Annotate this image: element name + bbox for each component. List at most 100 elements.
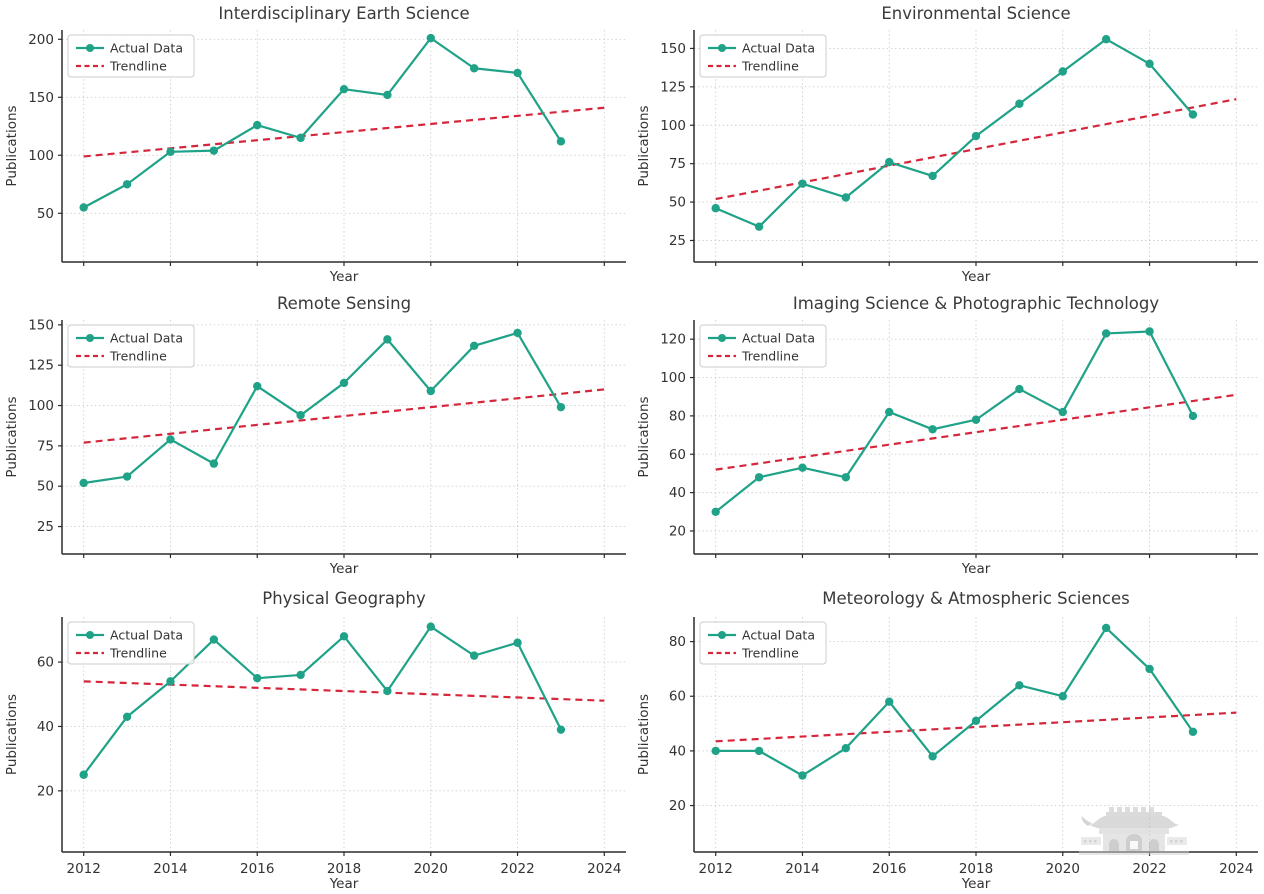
tick-marks <box>58 324 605 558</box>
y-tick-label: 150 <box>28 90 54 106</box>
legend-actual-label: Actual Data <box>110 628 183 643</box>
x-tick-label: 2016 <box>240 861 274 877</box>
legend-box <box>699 34 827 78</box>
data-point-marker <box>1058 692 1067 701</box>
legend-trend-label: Trendline <box>741 59 799 74</box>
data-point-marker <box>971 131 981 141</box>
y-tick-label: 25 <box>37 519 54 535</box>
x-tick-label: 2014 <box>785 861 819 877</box>
x-tick-label: 2022 <box>500 861 534 877</box>
grid <box>62 30 626 262</box>
y-tick-label: 50 <box>669 195 686 211</box>
x-tick-label: 2024 <box>587 861 621 877</box>
data-point-marker <box>383 686 392 696</box>
y-tick-label: 20 <box>669 523 686 539</box>
subplot-physical-geography: 20 40 60 2012 2014 2016 2018 2020 2022 2024 Physic… <box>0 585 632 894</box>
data-point-marker <box>1145 59 1154 69</box>
y-tick-label: 40 <box>669 743 686 759</box>
data-point-marker <box>754 746 764 756</box>
data-point-marker <box>469 341 479 351</box>
data-point-marker <box>122 180 132 189</box>
y-tick-label: 100 <box>660 370 686 386</box>
data-point-marker <box>1188 727 1198 736</box>
legend-actual-label: Actual Data <box>110 41 183 56</box>
y-tick-label: 200 <box>28 32 54 48</box>
legend-actual-marker-icon <box>86 44 94 52</box>
data-point-marker <box>469 64 479 73</box>
x-tick-label: 2012 <box>67 861 101 877</box>
chart-imaging-science: 20 40 60 80 100 120 Imaging Science & Photogra… <box>636 294 1258 577</box>
data-point-marker <box>383 335 392 344</box>
data-point-marker <box>971 716 981 726</box>
data-point-marker <box>209 635 219 644</box>
data-point-marker <box>1058 407 1067 417</box>
y-tick-label: 60 <box>669 447 686 463</box>
data-point-marker <box>798 179 807 188</box>
y-tick-label: 25 <box>669 233 686 249</box>
x-axis-label: Year <box>329 561 359 577</box>
trendline <box>715 711 1237 743</box>
chart-remote-sensing: 25 50 75 100 125 150 Remote Sensing Year Publica… <box>4 294 626 577</box>
actual-data-line <box>83 37 562 209</box>
data-point-marker <box>1145 327 1154 336</box>
legend-trend-label: Trendline <box>109 646 167 661</box>
x-tick-label: 2018 <box>959 861 993 877</box>
data-point-marker <box>513 638 522 647</box>
data-point-marker <box>711 746 720 756</box>
legend: Actual Data Trendline <box>699 34 827 78</box>
data-point-marker <box>971 415 981 424</box>
data-point-marker <box>1188 411 1198 421</box>
data-point-marker <box>253 673 262 683</box>
chart-physical-geography: 20 40 60 2012 2014 2016 2018 2020 2022 2024 Physic… <box>4 589 626 892</box>
chart-meteorology: 20 40 60 80 2012 2014 2016 2018 2020 2022 2024 Mete… <box>636 589 1258 892</box>
x-tick-label: 2020 <box>1046 861 1080 877</box>
x-axis-label: Year <box>961 269 991 285</box>
chart-title: Remote Sensing <box>277 294 411 313</box>
legend-trend-label: Trendline <box>109 59 167 74</box>
data-point-marker <box>556 137 566 146</box>
y-tick-label: 100 <box>660 118 686 134</box>
data-point-marker <box>1015 681 1024 690</box>
data-point-marker <box>841 473 851 482</box>
legend: Actual Data Trendline <box>67 324 195 368</box>
data-point-marker <box>711 507 720 517</box>
subplot-interdisciplinary-earth-science: 50 100 150 200 Interdisciplinary Earth Scien… <box>0 0 632 290</box>
data-point-marker <box>166 147 175 156</box>
tick-marks <box>690 47 1237 266</box>
subplot-meteorology: 20 40 60 80 2012 2014 2016 2018 2020 2022 2024 Mete… <box>632 585 1264 894</box>
data-point-marker <box>79 203 88 212</box>
y-axis-label: Publications <box>636 694 652 775</box>
y-tick-label: 60 <box>669 689 686 705</box>
y-tick-label: 80 <box>669 634 686 650</box>
legend-trend-label: Trendline <box>741 349 799 364</box>
legend-box <box>67 34 195 78</box>
y-axis-label: Publications <box>4 396 20 477</box>
y-axis-label: Publications <box>636 396 652 477</box>
data-point-marker <box>383 90 392 100</box>
legend-actual-marker-icon <box>86 334 94 342</box>
data-point-marker <box>711 204 720 213</box>
data-point-marker <box>209 459 219 468</box>
subplot-remote-sensing: 25 50 75 100 125 150 Remote Sensing Year Publica… <box>0 290 632 585</box>
data-point-marker <box>296 411 305 420</box>
data-point-marker <box>1101 329 1111 338</box>
y-tick-label: 40 <box>669 485 686 501</box>
data-point-marker <box>79 478 88 488</box>
chart-environmental-science: 25 50 75 100 125 150 Environmental Science Year… <box>636 4 1258 285</box>
y-tick-label: 50 <box>37 479 54 495</box>
data-point-marker <box>885 157 894 167</box>
x-axis-label: Year <box>961 561 991 577</box>
legend-actual-marker-icon <box>718 631 726 639</box>
x-axis-label: Year <box>329 269 359 285</box>
data-point-marker <box>798 463 807 472</box>
tick-marks <box>58 38 605 266</box>
legend: Actual Data Trendline <box>699 621 827 665</box>
trendline <box>715 98 1237 201</box>
data-point-marker <box>556 402 566 412</box>
data-point-marker <box>1058 67 1067 76</box>
chart-title: Environmental Science <box>881 4 1070 23</box>
data-point-marker <box>122 472 132 481</box>
data-point-marker <box>1015 99 1024 108</box>
y-tick-label: 80 <box>669 408 686 424</box>
legend: Actual Data Trendline <box>67 621 195 665</box>
